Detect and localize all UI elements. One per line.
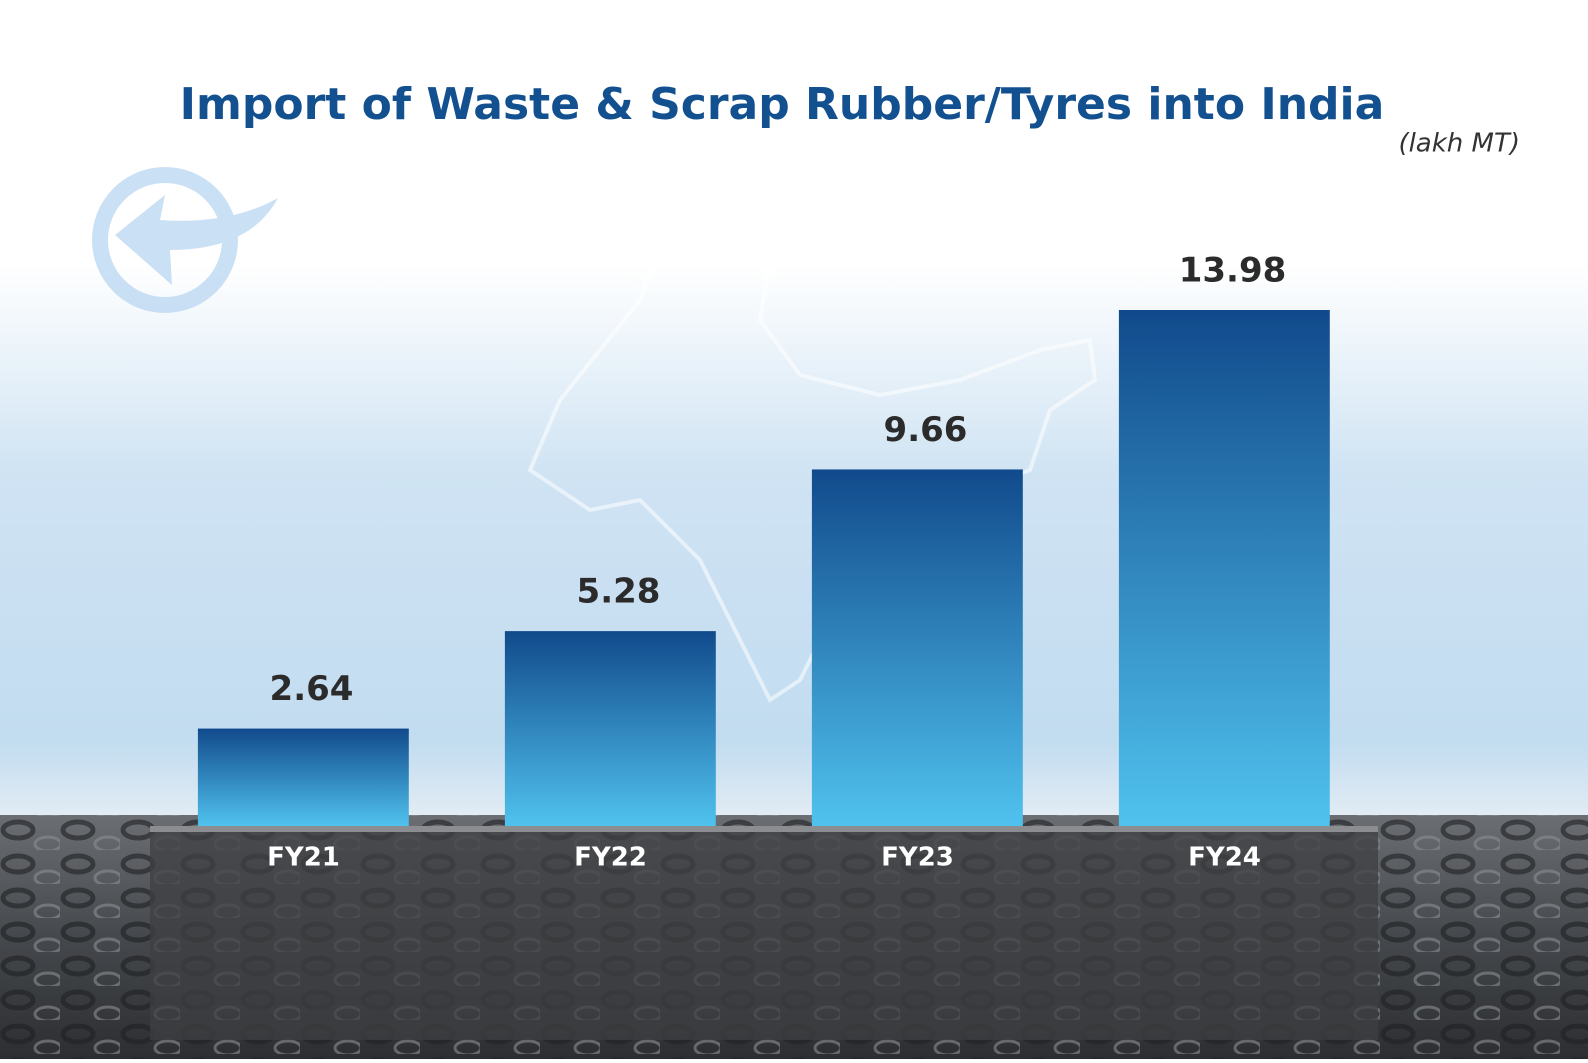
- value-label: 9.66: [884, 410, 968, 450]
- x-tick-label: FY22: [574, 843, 647, 873]
- unit-label: (lakh MT): [1398, 129, 1520, 159]
- bar: [1118, 310, 1330, 826]
- value-label: 5.28: [577, 572, 661, 612]
- recycle-icon: [92, 167, 278, 313]
- bar: [197, 728, 409, 826]
- x-tick-label: FY23: [881, 843, 954, 873]
- value-label: 2.64: [270, 669, 354, 709]
- x-tick-label: FY21: [267, 843, 340, 873]
- baseline: [150, 826, 1378, 832]
- chart-title: Import of Waste & Scrap Rubber/Tyres int…: [180, 79, 1385, 130]
- bar: [811, 469, 1023, 826]
- category-band: [150, 826, 1378, 1040]
- x-tick-label: FY24: [1188, 843, 1261, 873]
- bar: [504, 631, 716, 826]
- value-label: 13.98: [1179, 251, 1287, 291]
